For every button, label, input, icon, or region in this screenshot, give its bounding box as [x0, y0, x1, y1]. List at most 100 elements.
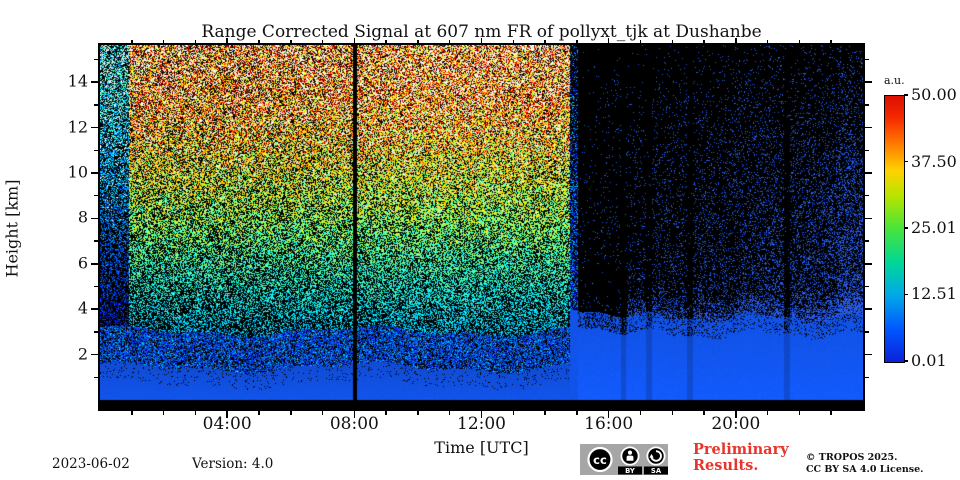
tick-mark	[830, 411, 832, 415]
tick-mark	[94, 194, 98, 197]
colorbar-tick-label: 12.51	[911, 284, 957, 304]
y-tick-label: 8	[77, 208, 88, 228]
tick-mark	[448, 411, 451, 415]
tick-mark	[258, 411, 260, 415]
tick-mark	[94, 240, 98, 242]
tick-mark	[290, 411, 292, 415]
tick-mark	[639, 411, 642, 415]
tick-mark	[353, 38, 356, 43]
tick-mark	[91, 217, 98, 220]
chart-title: Range Corrected Signal at 607 nm FR of p…	[201, 22, 762, 42]
tick-mark	[865, 81, 872, 83]
tick-mark	[131, 40, 133, 43]
tick-mark	[194, 40, 197, 43]
copyright-line2: CC BY SA 4.0 License.	[806, 463, 924, 475]
tick-mark	[865, 331, 869, 333]
preliminary-line1: Preliminary	[693, 441, 789, 458]
tick-mark	[131, 411, 133, 415]
copyright-note: © TROPOS 2025. CC BY SA 4.0 License.	[806, 452, 923, 475]
x-tick-label: 08:00	[329, 414, 379, 434]
tick-mark	[639, 40, 642, 43]
tick-mark	[865, 149, 869, 152]
tick-mark	[91, 81, 98, 83]
rcs-heatmap-canvas	[100, 45, 863, 409]
tick-mark	[865, 104, 869, 106]
tick-mark	[94, 331, 98, 333]
tick-mark	[321, 411, 324, 415]
tick-mark	[766, 411, 769, 415]
date-label: 2023-06-02	[52, 456, 130, 472]
preliminary-results-note: Preliminary Results.	[693, 442, 789, 473]
version-label: Version: 4.0	[192, 456, 274, 472]
tick-mark	[703, 411, 705, 415]
tick-mark	[91, 172, 98, 174]
x-tick-label: 16:00	[584, 414, 634, 434]
tick-mark	[607, 38, 610, 43]
tick-mark	[735, 411, 737, 418]
tick-mark	[512, 411, 515, 415]
tick-mark	[798, 411, 801, 415]
tick-mark	[671, 40, 673, 43]
colorbar-tick-label: 50.00	[911, 85, 957, 105]
tick-mark	[798, 40, 801, 43]
svg-text:BY: BY	[625, 467, 635, 475]
tick-mark	[865, 194, 869, 197]
x-axis-label: Time [UTC]	[434, 438, 529, 457]
y-axis-label: Height [km]	[2, 179, 22, 278]
y-tick-label: 10	[67, 162, 88, 182]
tick-mark	[258, 40, 260, 43]
tick-mark	[321, 40, 324, 43]
tick-mark	[290, 40, 292, 43]
svg-text:SA: SA	[651, 467, 662, 475]
tick-mark	[865, 172, 872, 174]
cc-by-sa-badge-icon: cc BY SA	[580, 444, 668, 475]
colorbar-tick-mark	[904, 293, 908, 296]
tick-mark	[94, 149, 98, 152]
tick-mark	[91, 308, 98, 310]
cc-by-sa-badge: cc BY SA	[580, 444, 668, 479]
tick-mark	[162, 40, 165, 43]
tick-mark	[766, 40, 769, 43]
tick-mark	[94, 58, 98, 61]
tick-mark	[703, 40, 705, 43]
y-tick-label: 2	[77, 344, 88, 364]
colorbar-tick-label: 0.01	[911, 351, 947, 371]
tick-mark	[865, 263, 872, 265]
tick-mark	[865, 308, 872, 310]
tick-mark	[385, 411, 387, 415]
tick-mark	[353, 411, 356, 418]
colorbar-tick-mark	[904, 360, 908, 362]
tick-mark	[385, 40, 387, 43]
tick-mark	[480, 411, 483, 418]
colorbar-tick-mark	[904, 94, 908, 96]
tick-mark	[194, 411, 197, 415]
tick-mark	[512, 40, 515, 43]
copyright-line1: © TROPOS 2025.	[806, 452, 898, 463]
preliminary-line2: Results.	[693, 456, 759, 474]
tick-mark	[671, 411, 673, 415]
x-tick-label: 04:00	[202, 414, 252, 434]
colorbar-tick-mark	[904, 160, 908, 163]
tick-mark	[448, 40, 451, 43]
tick-mark	[91, 126, 98, 129]
tick-mark	[607, 411, 610, 418]
tick-mark	[865, 240, 869, 242]
tick-mark	[735, 38, 737, 43]
tick-mark	[865, 58, 869, 61]
tick-mark	[480, 38, 483, 43]
tick-mark	[94, 285, 98, 288]
tick-mark	[865, 285, 869, 288]
colorbar	[884, 95, 905, 363]
tick-mark	[544, 40, 546, 43]
y-tick-label: 6	[77, 253, 88, 273]
tick-mark	[865, 126, 872, 129]
tick-mark	[544, 411, 546, 415]
x-tick-label: 12:00	[457, 414, 506, 434]
colorbar-tick-label: 25.01	[911, 218, 957, 238]
tick-mark	[226, 38, 228, 43]
colorbar-tick-label: 37.50	[911, 151, 957, 171]
tick-mark	[417, 411, 419, 415]
colorbar-tick-mark	[904, 227, 908, 229]
tick-mark	[91, 353, 98, 356]
